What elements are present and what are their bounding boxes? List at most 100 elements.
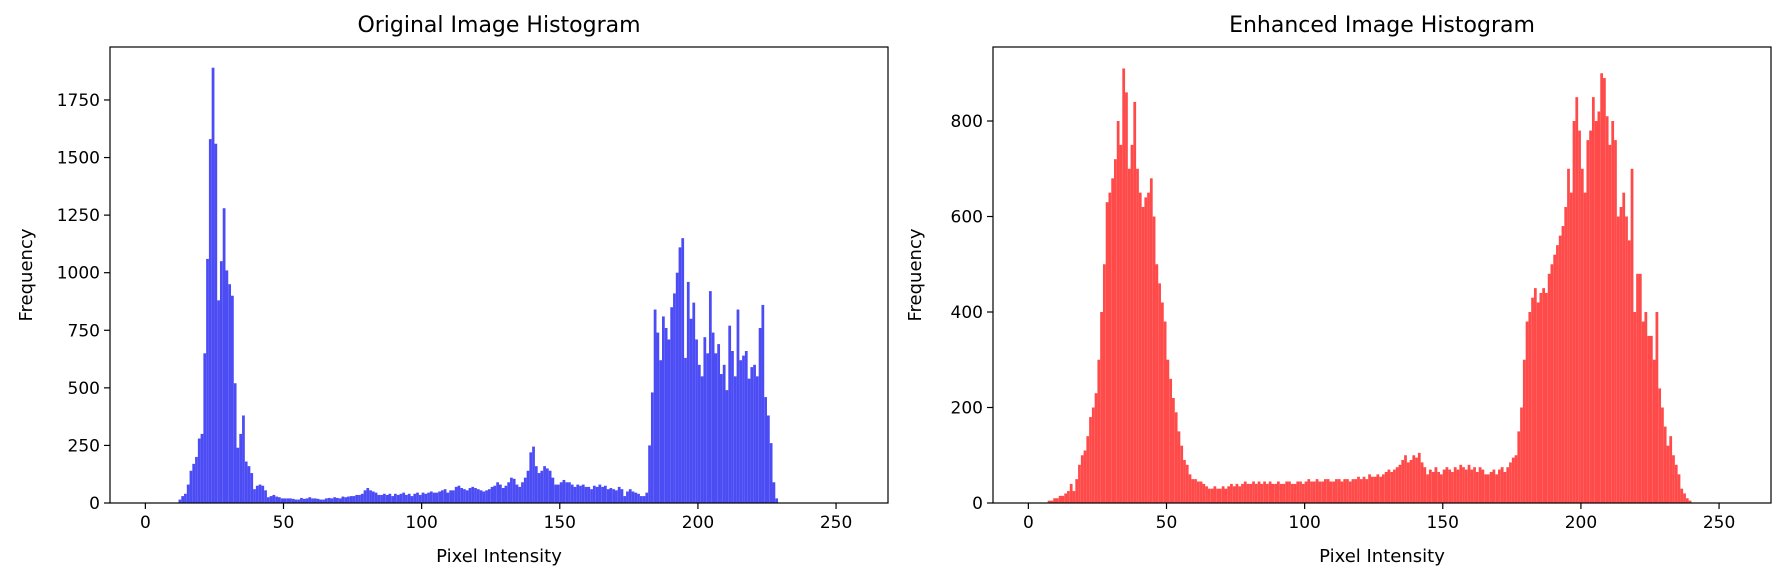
histogram-bar bbox=[487, 489, 491, 503]
histogram-bar bbox=[355, 494, 359, 503]
histogram-bar bbox=[1232, 486, 1236, 503]
histogram-bar bbox=[728, 325, 732, 503]
histogram-bar bbox=[499, 484, 502, 503]
x-tick-label: 200 bbox=[682, 513, 714, 533]
histogram-bar bbox=[747, 378, 751, 503]
histogram-bar bbox=[1304, 481, 1308, 503]
histogram-bar bbox=[1586, 140, 1590, 504]
histogram-bar bbox=[1199, 481, 1203, 503]
histogram-bar bbox=[1058, 495, 1062, 503]
histogram-bar bbox=[1315, 479, 1319, 503]
y-tick-label: 500 bbox=[68, 379, 100, 399]
histogram-bar bbox=[1301, 483, 1305, 503]
histogram-bar bbox=[1370, 476, 1374, 503]
histogram-bar bbox=[1144, 197, 1148, 503]
histogram-bar bbox=[559, 482, 563, 503]
histogram-bar bbox=[1594, 121, 1598, 503]
histogram-bar bbox=[689, 318, 693, 503]
histogram-bars bbox=[1047, 68, 1692, 504]
histogram-bar bbox=[1185, 464, 1189, 503]
histogram-bar bbox=[1456, 469, 1460, 503]
histogram-bar bbox=[769, 443, 773, 503]
histogram-bar bbox=[606, 489, 610, 503]
histogram-bar bbox=[620, 489, 624, 503]
histogram-bar bbox=[244, 461, 248, 503]
histogram-bar bbox=[476, 489, 480, 503]
histogram-bar bbox=[217, 300, 220, 503]
histogram-bar bbox=[1589, 130, 1592, 503]
x-tick-label: 0 bbox=[140, 513, 151, 533]
histogram-bar bbox=[250, 473, 254, 503]
histogram-bar bbox=[761, 304, 765, 503]
histogram-bar bbox=[1293, 483, 1297, 503]
histogram-bar bbox=[714, 353, 718, 503]
histogram-bar bbox=[529, 452, 533, 503]
histogram-bar bbox=[1412, 455, 1416, 503]
histogram-bar bbox=[1332, 481, 1336, 503]
histogram-bar bbox=[1326, 479, 1330, 503]
histogram-bar bbox=[662, 316, 665, 503]
histogram-bar bbox=[1064, 493, 1068, 503]
histogram-bar bbox=[592, 485, 596, 503]
histogram-bar bbox=[1282, 483, 1286, 503]
histogram-bar bbox=[474, 488, 477, 503]
histogram-bar bbox=[1105, 202, 1109, 503]
histogram-bar bbox=[465, 490, 469, 503]
histogram-bar bbox=[623, 496, 627, 503]
histogram-bar bbox=[1138, 192, 1142, 503]
histogram-bar bbox=[394, 493, 397, 503]
histogram-bar bbox=[239, 433, 243, 503]
histogram-bar bbox=[1484, 474, 1487, 503]
histogram-bar bbox=[1362, 476, 1366, 503]
histogram-bar bbox=[1180, 445, 1184, 503]
histogram-bar bbox=[1207, 488, 1211, 503]
histogram-bar bbox=[678, 247, 682, 503]
histogram-bar bbox=[418, 494, 422, 503]
histogram-bar bbox=[460, 488, 464, 503]
histogram-bar bbox=[1655, 312, 1659, 503]
histogram-bar bbox=[1451, 471, 1454, 503]
histogram-bar bbox=[1517, 431, 1521, 503]
histogram-bar bbox=[316, 498, 320, 503]
histogram-bar bbox=[1672, 455, 1675, 503]
histogram-bar bbox=[1080, 455, 1084, 503]
histogram-bar bbox=[501, 488, 505, 503]
histogram-bar bbox=[1249, 483, 1253, 503]
histogram-bar bbox=[347, 496, 350, 503]
histogram-bar bbox=[1114, 159, 1117, 503]
histogram-bar bbox=[222, 208, 226, 503]
histogram-bar bbox=[706, 353, 709, 503]
histogram-bar bbox=[311, 498, 314, 503]
histogram-bar bbox=[1630, 168, 1634, 503]
histogram-bar bbox=[1688, 500, 1692, 503]
histogram-bar bbox=[349, 496, 353, 503]
histogram-bar bbox=[1647, 335, 1650, 503]
histogram-bar bbox=[313, 498, 317, 503]
histogram-bar bbox=[1666, 445, 1670, 503]
histogram-bar bbox=[1453, 467, 1457, 503]
histogram-bar bbox=[1243, 481, 1247, 503]
histogram-bar bbox=[634, 492, 638, 503]
histogram-bar bbox=[717, 344, 721, 503]
histogram-bar bbox=[1078, 464, 1081, 503]
histogram-bar bbox=[532, 446, 535, 503]
histogram-bar bbox=[551, 477, 555, 503]
chart-title: Original Image Histogram bbox=[357, 13, 640, 38]
histogram-bar bbox=[1506, 467, 1510, 503]
histogram-bar bbox=[410, 496, 414, 503]
histogram-bar bbox=[692, 302, 696, 503]
histogram-bar bbox=[1401, 460, 1405, 503]
histogram-bar bbox=[208, 139, 212, 503]
histogram-bar bbox=[1528, 312, 1532, 503]
histogram-bar bbox=[1072, 491, 1076, 503]
histogram-bar bbox=[653, 309, 657, 503]
y-tick-label: 1500 bbox=[57, 149, 100, 169]
histogram-bar bbox=[733, 376, 737, 503]
histogram-bar bbox=[438, 491, 441, 503]
histogram-bar bbox=[1351, 479, 1355, 503]
x-tick-label: 150 bbox=[544, 513, 576, 533]
histogram-bar bbox=[764, 397, 767, 503]
histogram-bar bbox=[1611, 121, 1615, 503]
histogram-bar bbox=[1252, 481, 1255, 503]
histogram-bar bbox=[1310, 481, 1313, 503]
